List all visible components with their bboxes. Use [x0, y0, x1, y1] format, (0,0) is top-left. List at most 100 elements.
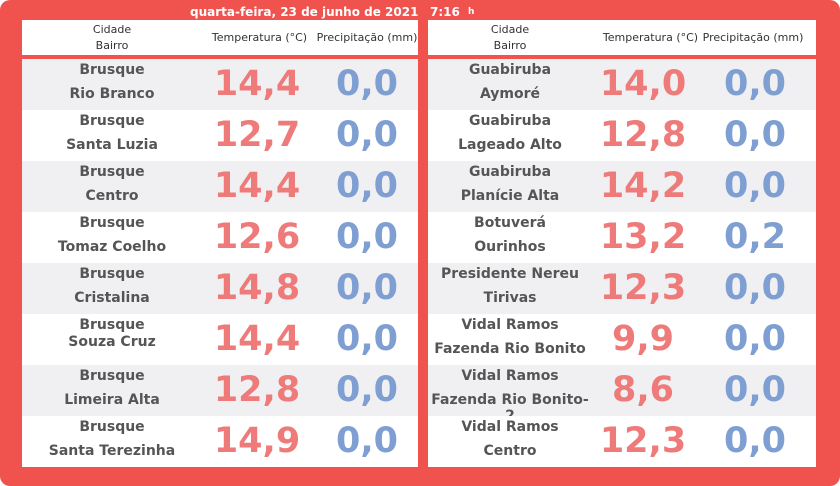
left-column-header: Cidade Bairro Temperatura (°C) Precipita…	[22, 20, 418, 55]
temperature-value: 12,7	[213, 115, 301, 155]
city-name: Guabiruba	[468, 113, 552, 129]
city-name: Brusque	[79, 266, 145, 282]
station-row: Brusque Santa Luzia 12,7 0,0	[22, 110, 418, 161]
time-unit: h	[468, 7, 475, 17]
date-bar: quarta-feira, 23 de junho de 2021 7:16 h	[0, 2, 840, 20]
temperature-value: 12,3	[599, 268, 687, 308]
left-panel: Cidade Bairro Temperatura (°C) Precipita…	[22, 20, 418, 467]
temperature-value: 8,6	[611, 370, 674, 410]
precipitation-value: 0,2	[723, 217, 786, 257]
temperature-value: 12,6	[213, 217, 301, 257]
city-name: Brusque	[79, 368, 145, 384]
time-text: 7:16	[430, 5, 460, 19]
temperature-value: 14,4	[213, 319, 301, 359]
city-name: Brusque	[79, 317, 145, 333]
station-row: Brusque Santa Terezinha 14,9 0,0	[22, 416, 418, 467]
precipitation-value: 0,0	[723, 370, 786, 410]
precipitation-header: Precipitação (mm)	[316, 31, 418, 44]
station-row: Vidal Ramos Fazenda Rio Bonito 9,9 0,0	[428, 314, 816, 365]
station-row: Brusque Centro 14,4 0,0	[22, 161, 418, 212]
precipitation-value: 0,0	[723, 115, 786, 155]
precipitation-value: 0,0	[723, 64, 786, 104]
temperature-value: 14,2	[599, 166, 687, 206]
bairro-name: Centro	[85, 188, 139, 204]
precipitation-value: 0,0	[335, 370, 398, 410]
city-bairro-header: Cidade Bairro	[428, 22, 592, 54]
temperature-value: 12,3	[599, 421, 687, 461]
temperature-value: 14,4	[213, 166, 301, 206]
precipitation-value: 0,0	[335, 217, 398, 257]
bairro-name: Ourinhos	[474, 239, 546, 255]
temperature-value: 12,8	[599, 115, 687, 155]
precipitation-value: 0,0	[723, 319, 786, 359]
precipitation-header: Precipitação (mm)	[702, 31, 804, 44]
station-row: Guabiruba Aymoré 14,0 0,0	[428, 59, 816, 110]
temperature-header: Temperatura (°C)	[602, 31, 699, 44]
temperature-value: 14,8	[213, 268, 301, 308]
temperature-header: Temperatura (°C)	[211, 31, 308, 44]
bairro-name: Centro	[483, 443, 537, 459]
bairro-name: Cristalina	[74, 290, 150, 306]
precipitation-value: 0,0	[335, 115, 398, 155]
bairro-header: Bairro	[95, 39, 129, 52]
precipitation-value: 0,0	[335, 421, 398, 461]
precipitation-value: 0,0	[335, 319, 398, 359]
city-name: Guabiruba	[468, 62, 552, 78]
city-name: Brusque	[79, 419, 145, 435]
date-text: quarta-feira, 23 de junho de 2021	[190, 5, 419, 19]
bairro-name: Limeira Alta	[64, 392, 160, 408]
precipitation-value: 0,0	[723, 421, 786, 461]
temperature-value: 12,8	[213, 370, 301, 410]
precipitation-value: 0,0	[723, 268, 786, 308]
temperature-value: 13,2	[599, 217, 687, 257]
station-row: Botuverá Ourinhos 13,2 0,2	[428, 212, 816, 263]
bairro-name: Planície Alta	[460, 188, 560, 204]
station-row: Brusque Rio Branco 14,4 0,0	[22, 59, 418, 110]
bairro-name: Tirivas	[483, 290, 537, 306]
station-row: Guabiruba Lageado Alto 12,8 0,0	[428, 110, 816, 161]
right-rows: Guabiruba Aymoré 14,0 0,0 Guabiruba Lageado A…	[428, 59, 816, 467]
city-header: Cidade	[92, 23, 132, 36]
city-bairro-header: Cidade Bairro	[22, 22, 202, 54]
station-row: Vidal Ramos Centro 12,3 0,0	[428, 416, 816, 467]
city-name: Guabiruba	[468, 164, 552, 180]
bairro-header: Bairro	[493, 39, 527, 52]
station-row: Presidente Nereu Tirivas 12,3 0,0	[428, 263, 816, 314]
temperature-value: 14,9	[213, 421, 301, 461]
city-header: Cidade	[490, 23, 530, 36]
right-column-header: Cidade Bairro Temperatura (°C) Precipita…	[428, 20, 816, 55]
city-name: Presidente Nereu	[441, 266, 579, 282]
station-row: Brusque Tomaz Coelho 12,6 0,0	[22, 212, 418, 263]
bairro-name: Santa Luzia	[66, 137, 158, 153]
city-name: Brusque	[79, 215, 145, 231]
city-name: Vidal Ramos	[461, 368, 559, 384]
station-row: Guabiruba Planície Alta 14,2 0,0	[428, 161, 816, 212]
precipitation-value: 0,0	[335, 268, 398, 308]
station-row: Brusque Cristalina 14,8 0,0	[22, 263, 418, 314]
city-name: Vidal Ramos	[461, 317, 559, 333]
city-name: Botuverá	[474, 215, 546, 231]
precipitation-value: 0,0	[723, 166, 786, 206]
left-rows: Brusque Rio Branco 14,4 0,0 Brusque Santa Luz…	[22, 59, 418, 467]
city-name: Brusque	[79, 113, 145, 129]
bairro-name: Fazenda Rio Bonito	[434, 341, 586, 357]
city-name: Brusque	[79, 164, 145, 180]
bairro-name: Tomaz Coelho	[57, 239, 167, 255]
bairro-name: Aymoré	[479, 86, 541, 102]
precipitation-value: 0,0	[335, 64, 398, 104]
bairro-name: Rio Branco	[69, 86, 155, 102]
temperature-value: 14,4	[213, 64, 301, 104]
city-name: Vidal Ramos	[461, 419, 559, 435]
temperature-value: 9,9	[611, 319, 674, 359]
station-row: Brusque Limeira Alta 12,8 0,0	[22, 365, 418, 416]
bairro-name: Souza Cruz	[68, 334, 156, 350]
precipitation-value: 0,0	[335, 166, 398, 206]
city-name: Brusque	[79, 62, 145, 78]
right-panel: Cidade Bairro Temperatura (°C) Precipita…	[428, 20, 816, 467]
bairro-name: Santa Terezinha	[48, 443, 176, 459]
temperature-value: 14,0	[599, 64, 687, 104]
bairro-name: Lageado Alto	[458, 137, 562, 153]
station-row: Brusque Souza Cruz 14,4 0,0	[22, 314, 418, 365]
